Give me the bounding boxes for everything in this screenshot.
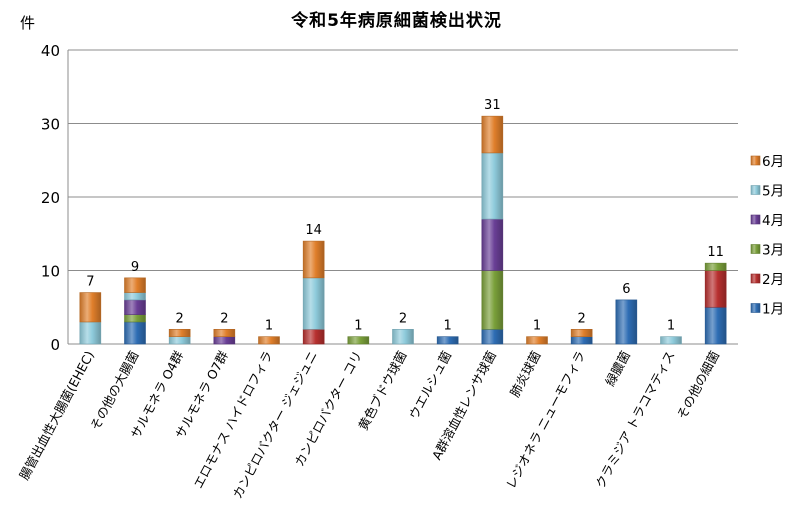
legend-label: 5月 (762, 184, 784, 200)
legend-swatch (750, 273, 761, 284)
bar-total-label: 1 (667, 319, 675, 334)
bar-segment (124, 314, 146, 323)
bar-segment (258, 336, 280, 345)
bar-segment (213, 336, 236, 345)
bar-segment (704, 306, 727, 345)
bar-segment (213, 328, 236, 337)
bar-segment (704, 270, 727, 308)
bar-total-label: 11 (707, 245, 724, 260)
bar-total-label: 2 (220, 311, 228, 326)
bar-total-label: 31 (484, 98, 501, 113)
bar-total-label: 1 (354, 319, 362, 334)
chart-title: 令和5年病原細菌検出状況 (291, 11, 502, 31)
bar-segment (302, 240, 325, 279)
y-tick-label: 10 (41, 263, 60, 281)
x-category-label: 腸管出血性大腸菌(EHEC) (16, 348, 97, 482)
x-category-label: エロモナス ハイドロフィラ (190, 348, 275, 491)
bar-segment (168, 336, 191, 345)
y-tick-label: 30 (41, 116, 60, 134)
bar-segment (302, 277, 325, 330)
bar-segment (79, 321, 102, 345)
x-category-label: その他の細菌 (674, 348, 722, 421)
bar-segment (481, 328, 504, 345)
y-tick-label: 0 (50, 336, 60, 354)
legend-label: 6月 (762, 154, 784, 170)
x-category-label: 黄色ブドウ球菌 (355, 348, 409, 432)
legend-swatch (750, 244, 761, 254)
bar-segment (481, 152, 504, 220)
bar-segment (615, 299, 638, 345)
bar-total-label: 7 (86, 275, 94, 290)
bar-segment (660, 336, 682, 345)
bar-segment (481, 218, 504, 271)
bar-segment (168, 328, 191, 337)
x-category-label: レジオネラ ニューモフィラ (503, 348, 588, 491)
x-category-label: その他の大腸菌 (87, 348, 141, 432)
x-category-label: ウエルシュ菌 (406, 348, 454, 421)
bar-total-label: 6 (622, 282, 630, 297)
y-tick-label: 40 (41, 42, 60, 60)
bar-segment (526, 336, 548, 345)
x-category-label: 肺炎球菌 (507, 348, 544, 399)
x-category-label: クラミジア トラコマティス (592, 348, 677, 490)
bar-segment (124, 292, 146, 301)
legend-swatch (750, 214, 761, 225)
y-axis-unit-label: 件 (20, 14, 36, 32)
bar-segment (436, 336, 459, 345)
bar-segment (124, 321, 146, 345)
bar-segment (124, 277, 146, 293)
bar-segment (481, 115, 504, 154)
bar-segment (347, 336, 370, 345)
legend-label: 2月 (762, 272, 784, 288)
bar-total-label: 1 (265, 319, 273, 334)
bar-segment (704, 262, 727, 271)
legend-label: 3月 (762, 243, 784, 259)
bar-total-label: 2 (399, 311, 407, 326)
bar-total-label: 2 (578, 311, 586, 326)
bar-segment (302, 328, 325, 345)
bar-total-label: 1 (533, 319, 541, 334)
legend-swatch (750, 185, 761, 195)
legend-swatch (750, 155, 761, 166)
bar-total-label: 2 (176, 311, 184, 326)
y-tick-label: 20 (41, 189, 60, 207)
legend-label: 1月 (762, 302, 784, 318)
bar-segment (124, 299, 146, 315)
bar-segment (570, 336, 593, 345)
bar-segment (570, 328, 593, 337)
bar-total-label: 9 (131, 260, 139, 275)
bar-total-label: 1 (444, 319, 452, 334)
x-category-label: 緑膿菌 (602, 348, 633, 388)
legend-label: 4月 (762, 213, 784, 229)
bar-total-label: 14 (305, 223, 322, 238)
bar-segment (79, 292, 102, 323)
x-category-label: カンピロバクター ジェジュニ (230, 348, 321, 501)
legend-swatch (750, 303, 761, 313)
bar-segment (392, 328, 414, 345)
bar-segment (481, 270, 504, 330)
